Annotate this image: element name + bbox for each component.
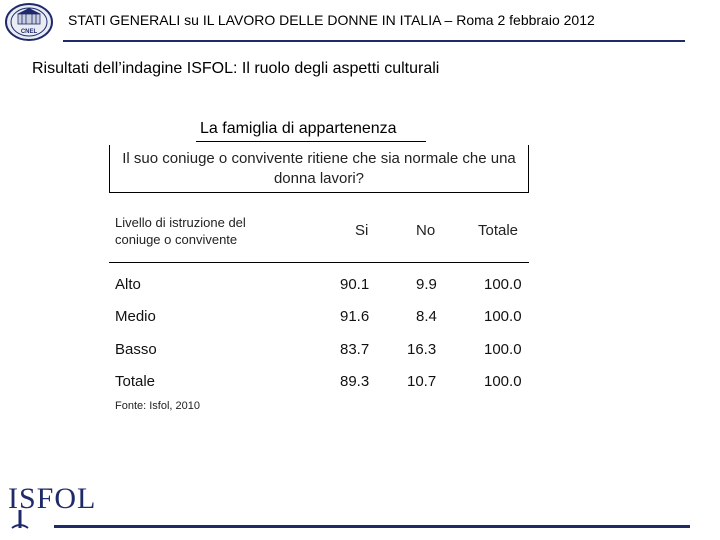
cell-alto-si: 90.1 — [340, 276, 370, 293]
isfol-logo: ISFOL — [8, 482, 96, 529]
cell-totale-no: 10.7 — [407, 373, 437, 390]
row-header-label: Livello di istruzione del coniuge o conv… — [115, 215, 246, 247]
cell-totale-totale: 100.0 — [484, 373, 522, 390]
cnel-logo: CNEL — [5, 3, 53, 41]
cell-alto-no: 9.9 — [416, 276, 437, 293]
table-header-divider — [109, 262, 529, 263]
cell-basso-no: 16.3 — [407, 341, 437, 358]
section-title-underline — [196, 141, 426, 142]
svg-text:CNEL: CNEL — [21, 29, 38, 35]
table-question: Il suo coniuge o convivente ritiene che … — [109, 145, 529, 193]
section-title: La famiglia di appartenenza — [200, 120, 397, 137]
cell-alto-totale: 100.0 — [484, 276, 522, 293]
cell-medio-si: 91.6 — [340, 308, 370, 325]
header-divider — [63, 40, 685, 42]
cell-totale-si: 89.3 — [340, 373, 370, 390]
svg-text:ISFOL: ISFOL — [8, 482, 96, 515]
cell-medio-no: 8.4 — [416, 308, 437, 325]
column-header-totale: Totale — [478, 222, 519, 239]
row-label-basso: Basso — [115, 341, 157, 358]
row-label-totale: Totale — [115, 373, 156, 390]
footer-divider — [54, 525, 690, 528]
cell-basso-totale: 100.0 — [484, 341, 522, 358]
cell-basso-si: 83.7 — [340, 341, 370, 358]
header-title: STATI GENERALI su IL LAVORO DELLE DONNE … — [68, 12, 595, 28]
table-source-note: Fonte: Isfol, 2010 — [115, 400, 200, 412]
column-header-no: No — [416, 222, 436, 239]
row-label-medio: Medio — [115, 308, 156, 325]
page-subtitle: Risultati dell’indagine ISFOL: Il ruolo … — [32, 60, 440, 77]
column-header-si: Si — [355, 222, 369, 239]
row-label-alto: Alto — [115, 276, 141, 293]
cell-medio-totale: 100.0 — [484, 308, 522, 325]
